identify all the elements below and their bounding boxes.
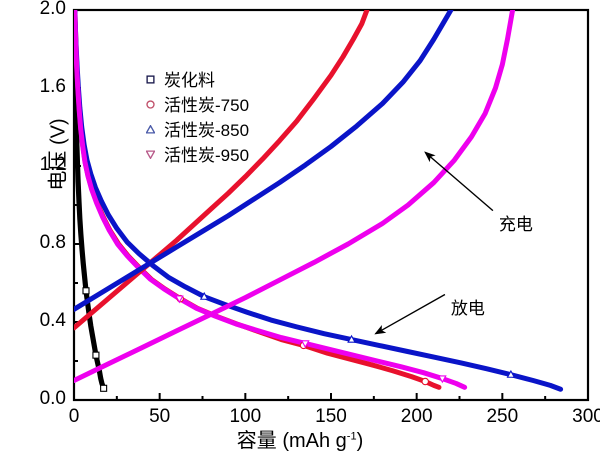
series-discharge-3 <box>74 10 468 390</box>
series-discharge-2 <box>74 10 564 392</box>
y-tick-label: 0.0 <box>39 388 66 409</box>
x-tick-label: 150 <box>315 406 347 427</box>
y-tick-label: 1.2 <box>39 154 66 175</box>
annotation-arrows <box>374 151 494 335</box>
y-tick-label: 1.6 <box>39 76 66 97</box>
legend-label: 活性炭-750 <box>164 96 250 115</box>
legend-item-1: 活性炭-750 <box>142 95 312 116</box>
legend-label: 炭化料 <box>164 71 215 90</box>
y-tick-label: 0.4 <box>39 310 66 331</box>
legend-label: 活性炭-850 <box>164 121 250 140</box>
series-charge-4 <box>74 10 370 331</box>
annotation-discharge: 放电 <box>450 298 485 318</box>
series-charge-5 <box>74 10 454 312</box>
triangle-up-open-icon <box>142 124 164 138</box>
x-tick-label: 200 <box>400 406 433 427</box>
x-axis-label-unit: (mAh g <box>282 430 347 452</box>
square-open-icon <box>142 74 164 88</box>
x-axis-label-cn: 容量 <box>236 430 277 452</box>
annotation-charge: 充电 <box>498 214 533 234</box>
y-tick-label: 2.0 <box>39 0 66 19</box>
x-tick-label: 300 <box>572 406 600 427</box>
x-axis-label-close: ) <box>356 430 364 452</box>
x-tick-label: 100 <box>229 406 262 427</box>
x-axis-label: 容量 (mAh g-1) <box>0 424 600 453</box>
triangle-down-open-icon <box>142 149 164 163</box>
y-tick-label: 0.8 <box>39 232 66 253</box>
x-tick-label: 250 <box>486 406 519 427</box>
series-charge-6 <box>74 10 516 383</box>
x-tick-label: 50 <box>149 406 171 427</box>
legend-item-2: 活性炭-850 <box>142 120 312 141</box>
x-tick-label: 0 <box>68 406 80 427</box>
chart-legend: 炭化料活性炭-750 活性炭-850 活性炭-950 <box>142 70 312 170</box>
legend-item-3: 活性炭-950 <box>142 145 312 166</box>
circle-open-icon <box>142 99 164 113</box>
y-axis-label: 电压 (V) <box>47 118 70 191</box>
series-group <box>74 10 564 392</box>
legend-item-0: 炭化料 <box>142 70 312 91</box>
legend-label: 活性炭-950 <box>164 146 250 165</box>
x-axis-label-exponent: -1 <box>346 430 357 443</box>
